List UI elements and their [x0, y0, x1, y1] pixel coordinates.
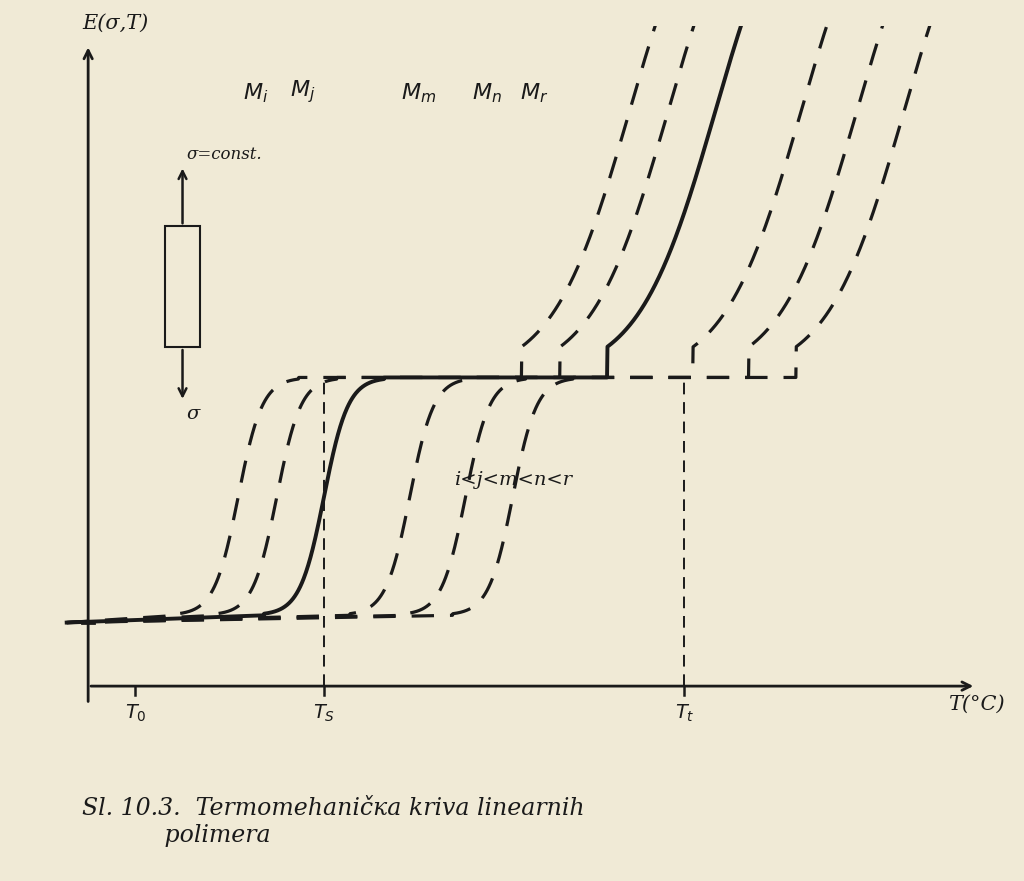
Text: $T_S$: $T_S$ — [313, 702, 335, 724]
Text: $M_i$: $M_i$ — [243, 82, 268, 105]
Text: σ=const.: σ=const. — [186, 145, 262, 163]
Text: i<j<m<n<r: i<j<m<n<r — [454, 471, 571, 489]
Bar — [165, 226, 200, 347]
Text: $T_0$: $T_0$ — [125, 702, 146, 724]
Text: T(°C): T(°C) — [948, 695, 1005, 714]
Text: σ: σ — [186, 404, 200, 423]
Text: $T_t$: $T_t$ — [675, 702, 694, 724]
Text: $M_m$: $M_m$ — [400, 82, 436, 105]
Text: $M_n$: $M_n$ — [472, 82, 502, 105]
Text: Sl. 10.3.  Termomehaničка kriva linearnih
           polimera: Sl. 10.3. Termomehaničка kriva linearnih… — [82, 797, 585, 847]
Text: E(σ,T): E(σ,T) — [82, 13, 148, 33]
Text: $M_j$: $M_j$ — [290, 78, 315, 105]
Text: $M_r$: $M_r$ — [520, 82, 549, 105]
